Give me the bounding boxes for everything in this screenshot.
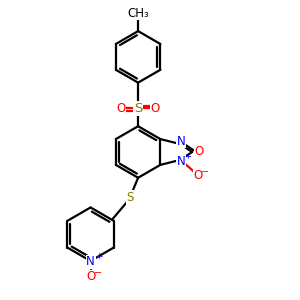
Text: O: O	[150, 102, 160, 115]
Text: N: N	[86, 256, 95, 268]
Text: O: O	[194, 169, 203, 182]
Text: O: O	[86, 270, 95, 283]
Text: S: S	[134, 102, 142, 115]
Text: CH₃: CH₃	[127, 7, 149, 20]
Text: N: N	[177, 155, 186, 168]
Text: +: +	[184, 152, 190, 161]
Text: −: −	[201, 167, 209, 177]
Text: O: O	[117, 102, 126, 115]
Text: S: S	[127, 191, 134, 204]
Text: −: −	[94, 268, 103, 278]
Text: +: +	[95, 251, 102, 260]
Text: N: N	[177, 135, 186, 148]
Text: O: O	[194, 146, 204, 158]
